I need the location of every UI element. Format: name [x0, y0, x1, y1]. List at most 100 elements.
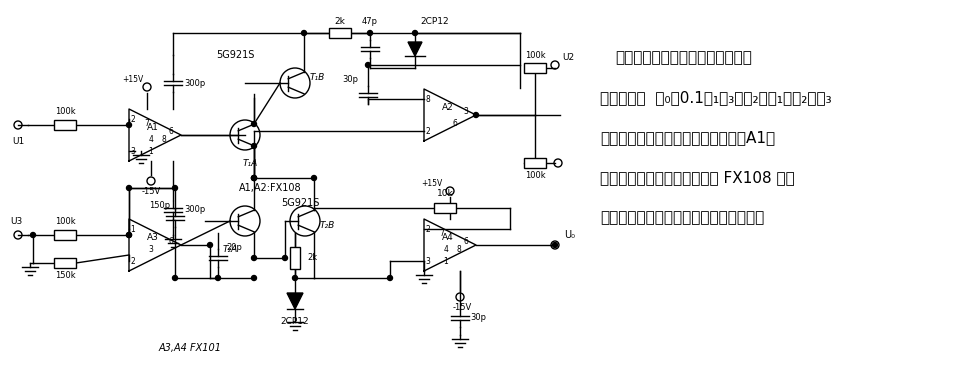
Circle shape	[207, 242, 212, 248]
Text: 10k: 10k	[436, 189, 453, 198]
Text: 均为正值。为了提高输入电平精度，A1采: 均为正值。为了提高输入电平精度，A1采	[600, 131, 774, 145]
Text: A2: A2	[442, 103, 453, 112]
Text: 放大器。两只三极管特性应尽可能匹配。: 放大器。两只三极管特性应尽可能匹配。	[600, 210, 764, 226]
Circle shape	[251, 144, 256, 148]
Circle shape	[301, 31, 306, 35]
Circle shape	[126, 232, 132, 238]
Text: A1,A2:FX108: A1,A2:FX108	[238, 183, 301, 193]
Text: 100k: 100k	[54, 217, 76, 226]
Bar	[54, 258, 76, 268]
Text: 8: 8	[425, 94, 430, 103]
Text: A1: A1	[147, 122, 159, 132]
Text: 2k: 2k	[306, 254, 317, 263]
Circle shape	[473, 113, 478, 117]
Text: -15V: -15V	[452, 303, 471, 311]
Text: 2: 2	[425, 126, 430, 135]
Circle shape	[126, 185, 132, 191]
Text: 3: 3	[131, 147, 136, 156]
Text: T₂B: T₂B	[319, 222, 334, 231]
Circle shape	[251, 256, 256, 260]
Text: 4: 4	[148, 135, 153, 144]
Text: 20p: 20p	[226, 244, 241, 253]
Text: 5G921S: 5G921S	[215, 50, 254, 60]
Text: 2: 2	[131, 115, 136, 123]
Text: 3: 3	[425, 257, 430, 266]
Text: 300p: 300p	[184, 206, 205, 214]
Text: 30p: 30p	[342, 75, 358, 84]
Circle shape	[552, 242, 557, 248]
Text: 1: 1	[148, 147, 153, 156]
Text: 4: 4	[443, 244, 448, 254]
Polygon shape	[408, 42, 422, 56]
Circle shape	[387, 276, 392, 280]
Text: 5G921S: 5G921S	[280, 198, 319, 208]
Text: 6: 6	[463, 236, 468, 245]
Text: T₂A: T₂A	[222, 244, 237, 254]
Text: 1: 1	[443, 257, 448, 266]
Circle shape	[412, 31, 417, 35]
Bar	[328, 28, 351, 38]
Text: 300p: 300p	[184, 78, 205, 88]
Circle shape	[30, 232, 36, 238]
Text: 7: 7	[144, 119, 149, 128]
Bar	[433, 203, 455, 213]
Circle shape	[172, 276, 177, 280]
Bar	[523, 63, 546, 73]
Circle shape	[251, 176, 256, 181]
Circle shape	[282, 256, 287, 260]
Circle shape	[311, 176, 316, 181]
Text: U1: U1	[12, 137, 24, 145]
Circle shape	[251, 122, 256, 126]
Polygon shape	[287, 293, 302, 309]
Text: 100k: 100k	[524, 50, 545, 60]
Text: 路输出电压  ｕ₀＝0.1ｕ₁ｕ₃／ｕ₂，ｕ₁、ｕ₂、ｕ₃: 路输出电压 ｕ₀＝0.1ｕ₁ｕ₃／ｕ₂，ｕ₁、ｕ₂、ｕ₃	[600, 91, 830, 106]
Text: A3,A4 FX101: A3,A4 FX101	[158, 343, 221, 353]
Text: T₁B: T₁B	[309, 73, 325, 82]
Bar	[523, 158, 546, 168]
Text: 30p: 30p	[470, 313, 485, 323]
Text: 2CP12: 2CP12	[280, 317, 309, 326]
Text: U₀: U₀	[564, 230, 575, 240]
Text: 用输入偏置电流及其漂移小的 FX108 运算: 用输入偏置电流及其漂移小的 FX108 运算	[600, 170, 794, 185]
Circle shape	[367, 31, 372, 35]
Text: 150k: 150k	[54, 272, 76, 280]
Text: 2CP12: 2CP12	[421, 16, 449, 25]
Text: 8: 8	[162, 135, 167, 144]
Text: U2: U2	[561, 53, 574, 63]
Text: A4: A4	[442, 232, 453, 241]
Bar	[54, 230, 76, 240]
Circle shape	[365, 63, 370, 68]
Text: +15V: +15V	[421, 179, 442, 188]
Text: 6: 6	[169, 126, 173, 135]
Text: 3: 3	[463, 107, 468, 116]
Bar	[54, 120, 76, 130]
Text: 3: 3	[148, 244, 153, 254]
Text: 2k: 2k	[334, 16, 345, 25]
Text: A3: A3	[147, 232, 159, 241]
Circle shape	[172, 185, 177, 191]
Text: 6: 6	[453, 119, 457, 128]
Text: 47p: 47p	[361, 16, 378, 25]
Text: 2: 2	[425, 225, 430, 233]
Text: 1: 1	[131, 225, 136, 233]
Text: 100k: 100k	[524, 170, 545, 179]
Text: 8: 8	[456, 244, 461, 254]
Circle shape	[251, 276, 256, 280]
Text: +15V: +15V	[122, 75, 143, 85]
Text: U3: U3	[10, 216, 22, 226]
Circle shape	[126, 232, 132, 238]
Text: 150p: 150p	[149, 201, 171, 210]
Text: 7: 7	[439, 229, 444, 238]
Circle shape	[126, 122, 132, 128]
Text: 100k: 100k	[54, 107, 76, 116]
Text: 2: 2	[131, 257, 136, 266]
Circle shape	[251, 176, 256, 181]
Text: -15V: -15V	[141, 186, 161, 195]
Circle shape	[293, 276, 297, 280]
Text: 6: 6	[169, 236, 173, 245]
Circle shape	[215, 276, 220, 280]
Text: T₁A: T₁A	[242, 159, 258, 167]
Bar	[290, 247, 299, 269]
Circle shape	[251, 176, 256, 181]
Text: 大动态范围的模拟乘除电路　该电: 大动态范围的模拟乘除电路 该电	[614, 50, 751, 66]
